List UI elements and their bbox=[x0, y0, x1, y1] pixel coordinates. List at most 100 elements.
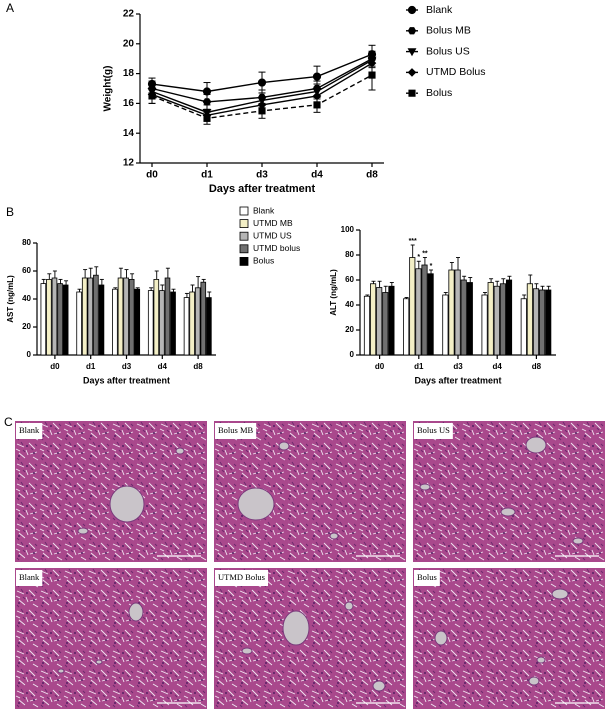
bar bbox=[545, 289, 552, 356]
y-tick-label: 16 bbox=[123, 98, 135, 109]
vessel bbox=[241, 647, 253, 655]
bar bbox=[376, 287, 383, 356]
bar bbox=[427, 273, 434, 356]
marker bbox=[407, 27, 417, 35]
x-tick-label: d8 bbox=[366, 170, 378, 181]
micrograph-image bbox=[15, 421, 207, 562]
micrograph-label: Bolus US bbox=[417, 425, 450, 435]
vessel bbox=[344, 601, 354, 611]
bar bbox=[481, 294, 488, 356]
marker bbox=[368, 71, 376, 79]
bar bbox=[159, 290, 165, 356]
bar bbox=[206, 297, 212, 356]
legend-swatch bbox=[239, 206, 249, 216]
bar bbox=[46, 278, 52, 356]
vessel bbox=[419, 483, 431, 491]
x-tick-label: d0 bbox=[375, 362, 385, 371]
marker bbox=[312, 72, 322, 81]
x-axis-title: Days after treatment bbox=[209, 183, 316, 195]
bar bbox=[532, 288, 540, 356]
legend-label: Blank bbox=[426, 4, 453, 16]
bar bbox=[164, 277, 171, 356]
legend-label: UTMD Bolus bbox=[426, 66, 486, 78]
bar bbox=[194, 287, 201, 356]
bar bbox=[170, 291, 176, 356]
bar bbox=[153, 278, 160, 356]
x-tick-label: d4 bbox=[493, 362, 503, 371]
bar bbox=[505, 279, 513, 356]
legend-swatch bbox=[239, 256, 249, 266]
vessel bbox=[536, 656, 546, 664]
vessel bbox=[372, 680, 386, 692]
bar bbox=[499, 283, 506, 356]
y-tick-label: 100 bbox=[341, 225, 355, 234]
micrograph-image bbox=[15, 568, 207, 709]
x-tick-label: d8 bbox=[193, 362, 203, 371]
label-box bbox=[16, 570, 43, 586]
vessel bbox=[525, 436, 547, 454]
micrograph: Blank bbox=[15, 568, 207, 709]
bar bbox=[51, 277, 58, 356]
bar bbox=[81, 277, 88, 356]
legend-swatch bbox=[239, 244, 249, 254]
y-tick-label: 40 bbox=[22, 294, 31, 303]
bar bbox=[526, 283, 533, 356]
marker bbox=[313, 101, 321, 109]
legend-label: UTMD US bbox=[253, 230, 292, 240]
x-tick-label: d3 bbox=[453, 362, 463, 371]
y-tick-label: 12 bbox=[123, 158, 135, 169]
micrograph: Bolus MB bbox=[214, 421, 406, 562]
bar bbox=[76, 291, 82, 356]
label-box bbox=[215, 423, 257, 439]
x-tick-label: d1 bbox=[201, 170, 213, 181]
marker bbox=[407, 5, 417, 15]
bar bbox=[93, 274, 99, 356]
bar bbox=[409, 257, 416, 356]
bar bbox=[388, 285, 395, 356]
significance-label: *** bbox=[409, 238, 417, 245]
panel-letter: A bbox=[6, 1, 14, 15]
y-tick-label: 18 bbox=[123, 68, 135, 79]
legend-label: UTMD MB bbox=[253, 218, 293, 228]
significance-label: ** bbox=[422, 250, 428, 257]
x-tick-label: d0 bbox=[50, 362, 60, 371]
legend-label: Bolus MB bbox=[426, 25, 471, 37]
vessel bbox=[278, 441, 290, 451]
bar bbox=[98, 284, 105, 356]
label-box bbox=[215, 570, 268, 586]
x-tick-label: d4 bbox=[158, 362, 168, 371]
vessel bbox=[175, 447, 185, 455]
y-axis-title: Weight(g) bbox=[103, 66, 114, 112]
micrograph-label: Blank bbox=[19, 425, 40, 435]
y-tick-label: 22 bbox=[123, 9, 135, 20]
vessel bbox=[500, 507, 516, 517]
legend-label: Blank bbox=[253, 205, 275, 215]
marker bbox=[258, 107, 266, 115]
bar bbox=[62, 284, 69, 356]
bar bbox=[40, 283, 47, 356]
vessel bbox=[128, 602, 144, 622]
bar bbox=[403, 298, 410, 356]
legend-label: UTMD bolus bbox=[253, 243, 300, 253]
legend-label: Bolus bbox=[426, 87, 452, 99]
bar bbox=[487, 282, 494, 356]
bar bbox=[466, 282, 473, 356]
vessel bbox=[282, 610, 310, 646]
vessel bbox=[528, 676, 540, 686]
y-tick-label: 60 bbox=[345, 275, 354, 284]
bar bbox=[200, 281, 207, 356]
y-tick-label: 0 bbox=[350, 350, 355, 359]
legend-swatch bbox=[239, 219, 249, 229]
marker bbox=[203, 114, 211, 122]
vessel bbox=[329, 532, 339, 540]
micrograph-image bbox=[413, 421, 605, 562]
bar bbox=[454, 269, 461, 356]
x-axis-title: Days after treatment bbox=[414, 375, 501, 385]
legend-swatch bbox=[239, 231, 249, 241]
y-tick-label: 40 bbox=[345, 300, 354, 309]
bar bbox=[112, 288, 118, 356]
x-axis-title: Days after treatment bbox=[83, 375, 170, 385]
vessel bbox=[572, 537, 584, 545]
y-axis-title: ALT (ng/mL) bbox=[329, 269, 338, 316]
bar bbox=[448, 269, 455, 356]
